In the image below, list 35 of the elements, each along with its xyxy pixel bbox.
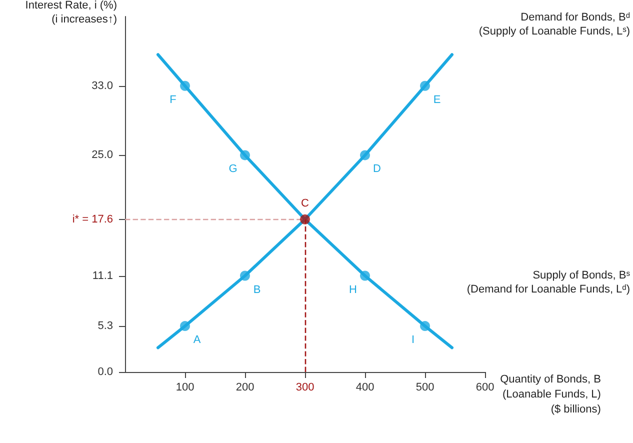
y-axis-title: Interest Rate, i (%) (i increases↑) <box>25 0 117 26</box>
annotation: I <box>411 334 415 346</box>
annotation: A <box>193 334 202 346</box>
annotation: C <box>301 197 310 210</box>
point <box>300 214 310 224</box>
y-tick-label: i* = 17.6 <box>72 213 113 226</box>
y-tick-label: 0.0 <box>98 366 113 378</box>
text: Supply of Bonds, Bˢ (Demand for Loanable Funds, Lᵈ) <box>466 270 630 296</box>
point <box>240 270 250 281</box>
annotation: H <box>349 284 358 296</box>
y-tick-label: 11.1 <box>92 270 113 282</box>
y-tick-label: 25.0 <box>92 149 113 162</box>
line-series <box>156 53 454 350</box>
point <box>360 270 370 281</box>
point <box>420 80 430 91</box>
x-tick-label: 600 <box>476 382 494 394</box>
x-tick-label: 400 <box>356 382 374 394</box>
point <box>180 321 190 332</box>
annotation: D <box>373 163 382 176</box>
annotation: G <box>228 163 238 176</box>
point <box>360 150 370 160</box>
point <box>240 150 250 160</box>
annotation: E <box>433 94 441 106</box>
y-tick-label: 5.3 <box>98 320 113 332</box>
x-tick-label: 100 <box>176 382 194 394</box>
x-tick-label: 300 <box>296 382 314 394</box>
annotation: F <box>170 94 177 106</box>
x-tick-label: 500 <box>416 382 434 394</box>
x-tick-label: 200 <box>236 382 254 394</box>
point <box>420 321 430 332</box>
point <box>180 80 190 91</box>
text: Demand for Bonds, Bᵈ (Supply of Loanable Funds, Lˢ) <box>478 12 630 38</box>
y-tick-label: 33.0 <box>92 80 113 92</box>
annotation: B <box>253 284 261 296</box>
x-axis-title: Quantity of Bonds, B (Loanable Funds, L) ($ billions) <box>500 374 601 416</box>
